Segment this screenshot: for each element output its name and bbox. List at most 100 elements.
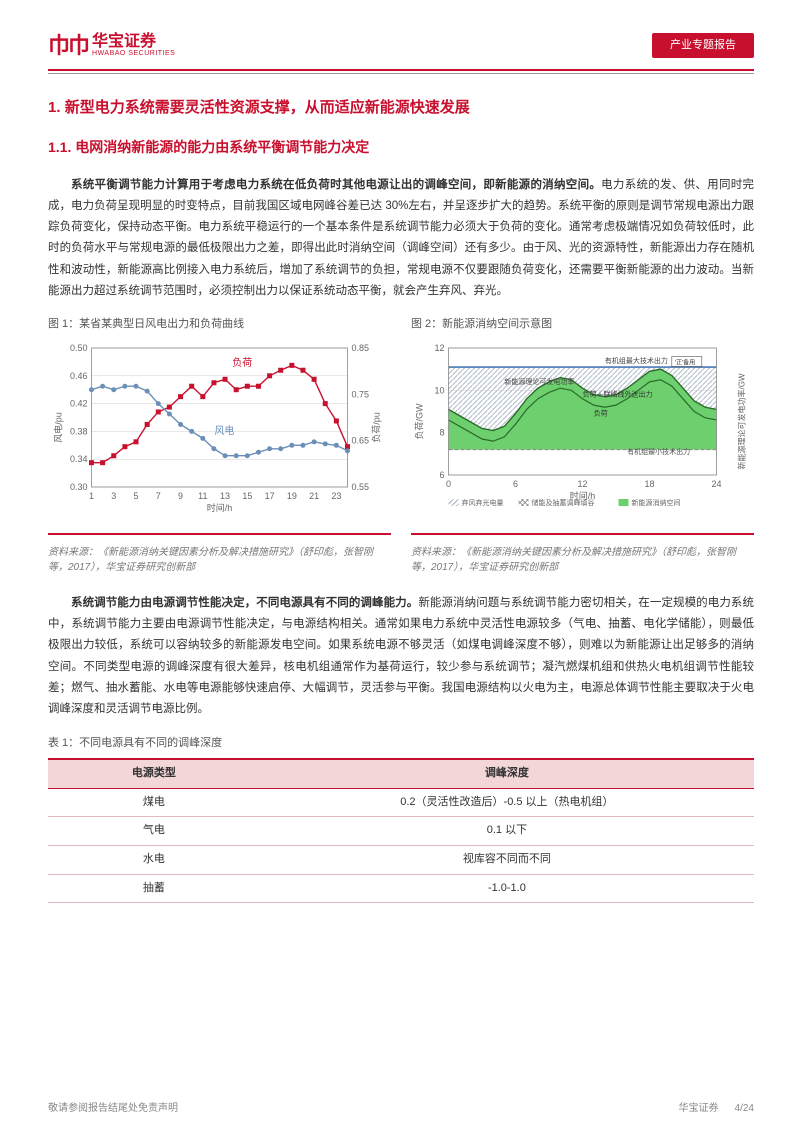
- svg-text:风电/pu: 风电/pu: [53, 412, 64, 443]
- logo: 巾巾 华宝证券 HWABAO SECURITIES: [48, 28, 175, 63]
- header-rule-thin: [48, 73, 754, 74]
- svg-text:15: 15: [242, 491, 252, 501]
- svg-text:10: 10: [434, 385, 444, 395]
- figure-1-source: 资料来源：《新能源消纳关键因素分析及解决措施研究》（舒印彪，张智刚等，2017）…: [48, 545, 391, 575]
- table-1-h1: 调峰深度: [260, 760, 754, 788]
- table-1-title: 表 1：不同电源具有不同的调峰深度: [48, 735, 754, 753]
- svg-text:0.75: 0.75: [352, 389, 370, 399]
- svg-text:6: 6: [439, 470, 444, 480]
- para2-lead: 系统调节能力由电源调节性能决定，不同电源具有不同的调峰能力。: [71, 597, 418, 609]
- footer: 敬请参阅报告结尾处免责声明 华宝证券 4/24: [48, 1101, 754, 1117]
- table-row: 气电0.1 以下: [48, 817, 754, 846]
- figure-2-source: 资料来源：《新能源消纳关键因素分析及解决措施研究》（舒印彪，张智刚等，2017）…: [411, 545, 754, 575]
- svg-text:0.46: 0.46: [70, 371, 88, 381]
- svg-text:23: 23: [331, 491, 341, 501]
- svg-text:负荷＋联络线外送出力: 负荷＋联络线外送出力: [583, 389, 653, 398]
- svg-text:新能源消纳空间: 新能源消纳空间: [632, 498, 681, 507]
- svg-text:风电: 风电: [214, 424, 234, 437]
- svg-text:0.65: 0.65: [352, 435, 370, 445]
- header-rule-red: [48, 69, 754, 71]
- table-cell: 煤电: [48, 788, 260, 817]
- svg-text:0.50: 0.50: [70, 343, 88, 353]
- svg-text:0.30: 0.30: [70, 482, 88, 492]
- paragraph-2: 系统调节能力由电源调节性能决定，不同电源具有不同的调峰能力。新能源消纳问题与系统…: [48, 593, 754, 721]
- svg-text:储能及抽蓄调峰填谷: 储能及抽蓄调峰填谷: [532, 498, 595, 507]
- svg-text:有机组最大技术出力: 有机组最大技术出力: [605, 356, 668, 365]
- table-1-h0: 电源类型: [48, 760, 260, 788]
- svg-text:0.85: 0.85: [352, 343, 370, 353]
- table-cell: -1.0-1.0: [260, 874, 754, 903]
- table-row: 煤电0.2（灵活性改造后）-0.5 以上（热电机组）: [48, 788, 754, 817]
- figure-2: 图 2：新能源消纳空间示意图 68101206121824新能源理论可发电功率有…: [411, 316, 754, 521]
- table-cell: 0.1 以下: [260, 817, 754, 846]
- svg-text:13: 13: [220, 491, 230, 501]
- svg-text:负荷: 负荷: [594, 408, 608, 417]
- figure-1-title: 图 1：某省某典型日风电出力和负荷曲线: [48, 316, 391, 334]
- svg-text:24: 24: [711, 479, 721, 489]
- header: 巾巾 华宝证券 HWABAO SECURITIES 产业专题报告: [48, 28, 754, 63]
- svg-text:弃风弃光电量: 弃风弃光电量: [462, 498, 504, 507]
- table-1: 电源类型 调峰深度 煤电0.2（灵活性改造后）-0.5 以上（热电机组）气电0.…: [48, 760, 754, 903]
- section-1-heading: 1. 新型电力系统需要灵活性资源支撑，从而适应新能源快速发展: [48, 96, 754, 120]
- footer-company: 华宝证券: [679, 1101, 719, 1117]
- para2-body: 新能源消纳问题与系统调节能力密切相关，在一定规模的电力系统中，系统调节能力主要由…: [48, 597, 754, 715]
- svg-text:18: 18: [644, 479, 654, 489]
- svg-text:12: 12: [434, 343, 444, 353]
- table-cell: 视库容不同而不同: [260, 845, 754, 874]
- svg-text:9: 9: [178, 491, 183, 501]
- svg-text:负荷: 负荷: [232, 356, 252, 369]
- svg-text:0: 0: [446, 479, 451, 489]
- para1-body: 电力系统的发、供、用同时完成，电力负荷呈现明显的时变特点，目前我国区域电网峰谷差…: [48, 179, 754, 297]
- svg-text:0.34: 0.34: [70, 454, 88, 464]
- section-1-1-heading: 1.1. 电网消纳新能源的能力由系统平衡调节能力决定: [48, 136, 754, 158]
- report-type-badge: 产业专题报告: [652, 33, 754, 59]
- figure-1-chart: 0.30 0.34 0.38 0.42 0.46 0.50 0.55 0.65 0.75 0.85…: [48, 340, 391, 515]
- svg-text:19: 19: [287, 491, 297, 501]
- fig-sep-row: [48, 527, 754, 539]
- logo-mark-icon: 巾巾: [48, 28, 88, 63]
- table-cell: 气电: [48, 817, 260, 846]
- section-1-num: 1.: [48, 99, 61, 116]
- svg-text:11: 11: [198, 491, 207, 501]
- svg-text:负荷/GW: 负荷/GW: [414, 403, 425, 440]
- section-1-1-title: 电网消纳新能源的能力由系统平衡调节能力决定: [75, 139, 369, 155]
- figures-row: 图 1：某省某典型日风电出力和负荷曲线 0.30 0.34 0.38 0.42 0.46…: [48, 316, 754, 521]
- figure-2-sep: [411, 533, 754, 535]
- svg-text:0.55: 0.55: [352, 482, 370, 492]
- footer-page: 4/24: [735, 1101, 754, 1117]
- svg-text:3: 3: [111, 491, 116, 501]
- svg-text:0.42: 0.42: [70, 398, 88, 408]
- svg-text:6: 6: [513, 479, 518, 489]
- logo-cn: 华宝证券: [92, 34, 175, 50]
- section-1-title: 新型电力系统需要灵活性资源支撑，从而适应新能源快速发展: [65, 99, 470, 116]
- figure-2-title: 图 2：新能源消纳空间示意图: [411, 316, 754, 334]
- svg-text:21: 21: [309, 491, 319, 501]
- logo-en: HWABAO SECURITIES: [92, 50, 175, 57]
- svg-text:1: 1: [89, 491, 94, 501]
- svg-text:新能源理论可发电功率/GW: 新能源理论可发电功率/GW: [737, 373, 747, 469]
- svg-text:新能源理论可发电功率: 新能源理论可发电功率: [504, 377, 574, 386]
- paragraph-1: 系统平衡调节能力计算用于考虑电力系统在低负荷时其他电源让出的调峰空间，即新能源的…: [48, 175, 754, 303]
- section-1-1-num: 1.1.: [48, 139, 71, 155]
- figure-sources: 资料来源：《新能源消纳关键因素分析及解决措施研究》（舒印彪，张智刚等，2017）…: [48, 545, 754, 575]
- svg-text:0.38: 0.38: [70, 426, 88, 436]
- svg-text:负荷/pu: 负荷/pu: [371, 412, 382, 443]
- footer-disclaimer: 敬请参阅报告结尾处免责声明: [48, 1101, 178, 1117]
- table-cell: 水电: [48, 845, 260, 874]
- table-cell: 抽蓄: [48, 874, 260, 903]
- svg-text:8: 8: [439, 427, 444, 437]
- figure-2-chart: 68101206121824新能源理论可发电功率有机组最大技术出力负荷＋联络线外…: [411, 340, 754, 515]
- svg-text:7: 7: [156, 491, 161, 501]
- figure-1-sep: [48, 533, 391, 535]
- para1-lead: 系统平衡调节能力计算用于考虑电力系统在低负荷时其他电源让出的调峰空间，即新能源的…: [71, 179, 601, 191]
- svg-text:时间/h: 时间/h: [207, 502, 233, 513]
- svg-text:'正'备用: '正'备用: [675, 358, 695, 366]
- svg-text:有机组最小技术出力: 有机组最小技术出力: [627, 447, 690, 456]
- table-row: 水电视库容不同而不同: [48, 845, 754, 874]
- table-cell: 0.2（灵活性改造后）-0.5 以上（热电机组）: [260, 788, 754, 817]
- svg-text:12: 12: [577, 479, 587, 489]
- table-row: 抽蓄-1.0-1.0: [48, 874, 754, 903]
- svg-text:5: 5: [134, 491, 139, 501]
- figure-1: 图 1：某省某典型日风电出力和负荷曲线 0.30 0.34 0.38 0.42 0.46…: [48, 316, 391, 521]
- svg-text:17: 17: [265, 491, 275, 501]
